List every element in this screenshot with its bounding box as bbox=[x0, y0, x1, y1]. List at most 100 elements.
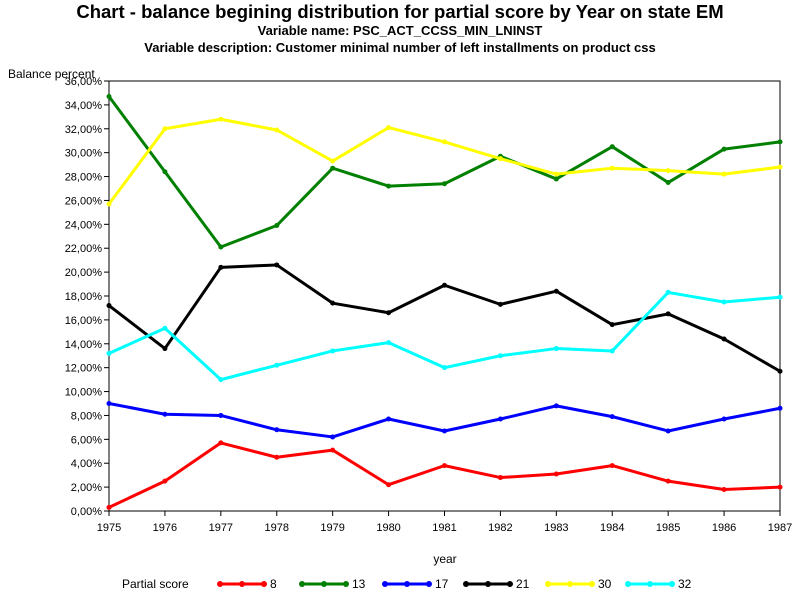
x-tick-label: 1986 bbox=[712, 522, 736, 534]
legend-title: Partial score bbox=[122, 577, 189, 591]
x-tick-label: 1980 bbox=[376, 522, 400, 534]
data-point-21 bbox=[442, 282, 447, 288]
legend-marker-13 bbox=[343, 581, 349, 587]
data-point-8 bbox=[162, 478, 168, 484]
y-tick-label: 6,00% bbox=[71, 434, 102, 446]
data-point-32 bbox=[386, 340, 392, 346]
legend-label-32: 32 bbox=[678, 577, 692, 591]
data-point-8 bbox=[777, 484, 783, 490]
x-tick-label: 1985 bbox=[656, 522, 680, 534]
data-point-8 bbox=[218, 440, 224, 446]
legend-marker-30 bbox=[567, 581, 573, 587]
data-point-17 bbox=[274, 427, 280, 433]
data-point-21 bbox=[330, 300, 336, 306]
data-point-21 bbox=[162, 346, 168, 352]
data-point-30 bbox=[721, 171, 727, 177]
legend-marker-17 bbox=[426, 581, 432, 587]
data-point-21 bbox=[777, 368, 783, 374]
chart-title: Chart - balance begining distribution fo… bbox=[76, 1, 724, 22]
legend-marker-13 bbox=[321, 581, 327, 587]
chart-subtitle-variable-name: Variable name: PSC_ACT_CCSS_MIN_LNINST bbox=[257, 23, 543, 38]
data-point-8 bbox=[553, 471, 559, 477]
data-point-17 bbox=[777, 405, 783, 411]
data-point-21 bbox=[386, 310, 392, 316]
data-point-13 bbox=[442, 181, 447, 187]
y-tick-label: 32,00% bbox=[65, 124, 103, 136]
data-point-30 bbox=[330, 158, 336, 164]
legend-marker-17 bbox=[382, 581, 388, 587]
data-point-32 bbox=[553, 346, 559, 352]
data-point-13 bbox=[721, 146, 727, 152]
legend-marker-8 bbox=[217, 581, 223, 587]
data-point-32 bbox=[497, 353, 503, 359]
series-line-30 bbox=[107, 117, 781, 205]
data-point-30 bbox=[442, 139, 447, 145]
data-point-30 bbox=[274, 127, 280, 133]
data-point-13 bbox=[609, 144, 615, 150]
legend-marker-32 bbox=[669, 581, 675, 587]
y-axis-label: Balance percent bbox=[8, 67, 95, 81]
data-point-17 bbox=[721, 416, 727, 422]
data-point-13 bbox=[777, 139, 783, 145]
x-tick-label: 1983 bbox=[544, 522, 568, 534]
data-point-13 bbox=[386, 183, 392, 189]
data-point-17 bbox=[442, 428, 447, 434]
data-point-32 bbox=[609, 348, 615, 354]
data-point-32 bbox=[777, 294, 783, 300]
data-point-13 bbox=[218, 244, 224, 250]
y-tick-label: 28,00% bbox=[65, 172, 103, 184]
data-point-8 bbox=[721, 487, 727, 492]
data-point-8 bbox=[497, 475, 503, 481]
data-point-8 bbox=[609, 463, 615, 469]
legend-marker-21 bbox=[463, 581, 469, 587]
data-point-17 bbox=[330, 434, 336, 440]
data-point-32 bbox=[162, 325, 168, 331]
data-point-32 bbox=[106, 350, 112, 356]
legend-marker-17 bbox=[404, 581, 410, 587]
x-tick-label: 1975 bbox=[97, 522, 121, 534]
data-point-17 bbox=[218, 412, 224, 418]
x-tick-label: 1984 bbox=[600, 522, 624, 534]
data-point-30 bbox=[553, 171, 559, 177]
y-axis: 0,00% 2,00% 4,00% 6,00% 8,00% 10,00% 12,00% 14,… bbox=[65, 76, 109, 518]
y-tick-label: 14,00% bbox=[65, 339, 103, 351]
data-point-21 bbox=[721, 336, 727, 342]
data-point-13 bbox=[553, 176, 559, 182]
y-tick-label: 10,00% bbox=[65, 387, 103, 399]
y-tick-label: 16,00% bbox=[65, 315, 103, 327]
data-point-17 bbox=[609, 414, 615, 420]
data-point-13 bbox=[106, 94, 112, 100]
data-point-21 bbox=[274, 262, 280, 268]
data-point-17 bbox=[553, 403, 559, 409]
plot-frame bbox=[108, 80, 781, 512]
data-point-30 bbox=[665, 168, 671, 174]
data-point-30 bbox=[777, 164, 783, 170]
data-point-17 bbox=[162, 411, 168, 417]
y-tick-label: 12,00% bbox=[65, 363, 103, 375]
data-point-17 bbox=[106, 401, 112, 406]
data-point-17 bbox=[386, 416, 392, 422]
data-point-21 bbox=[665, 311, 671, 317]
y-tick-label: 24,00% bbox=[65, 219, 103, 231]
data-point-8 bbox=[442, 463, 447, 469]
data-point-21 bbox=[553, 288, 559, 294]
data-point-30 bbox=[609, 165, 615, 171]
data-point-30 bbox=[106, 201, 112, 207]
data-point-17 bbox=[665, 428, 671, 434]
data-point-30 bbox=[386, 125, 392, 131]
y-tick-label: 2,00% bbox=[71, 482, 102, 494]
data-point-32 bbox=[274, 362, 280, 368]
y-tick-label: 4,00% bbox=[71, 458, 102, 470]
x-tick-label: 1978 bbox=[265, 522, 289, 534]
x-tick-label: 1976 bbox=[153, 522, 177, 534]
y-tick-label: 26,00% bbox=[65, 195, 103, 207]
y-tick-label: 18,00% bbox=[65, 291, 103, 303]
x-axis-label: year bbox=[433, 552, 456, 566]
legend-marker-13 bbox=[299, 581, 305, 587]
legend-marker-8 bbox=[261, 581, 267, 587]
data-point-21 bbox=[497, 301, 503, 307]
x-tick-label: 1977 bbox=[209, 522, 233, 534]
legend-label-8: 8 bbox=[270, 577, 277, 591]
series-line-21 bbox=[108, 263, 781, 373]
